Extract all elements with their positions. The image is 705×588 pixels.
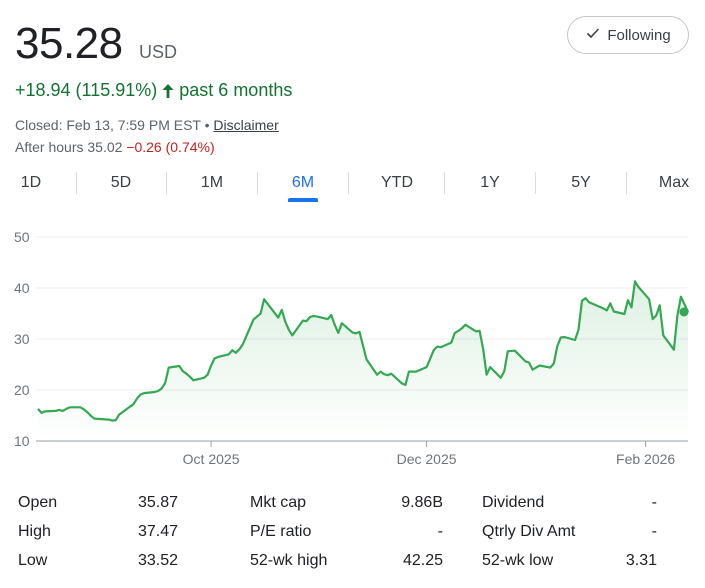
tab-1m[interactable]: 1M bbox=[200, 174, 224, 191]
x-tick-label: Dec 2025 bbox=[397, 451, 457, 467]
following-label: Following bbox=[607, 26, 671, 44]
stats-row: High 37.47 P/E ratio - Qtrly Div Amt - bbox=[0, 523, 705, 547]
tab-divider bbox=[76, 172, 77, 194]
tab-divider bbox=[626, 172, 627, 194]
stat-value: 35.87 bbox=[137, 494, 178, 511]
stat-value: 33.52 bbox=[137, 552, 178, 569]
active-tab-indicator bbox=[288, 198, 318, 202]
tab-1d[interactable]: 1D bbox=[20, 174, 42, 191]
y-tick-label: 10 bbox=[14, 433, 30, 449]
closed-time: Closed: Feb 13, 7:59 PM EST • bbox=[15, 117, 210, 133]
price-area bbox=[38, 281, 688, 441]
tab-5y[interactable]: 5Y bbox=[571, 174, 591, 191]
tab-5d[interactable]: 5D bbox=[110, 174, 132, 191]
stat-label: Low bbox=[18, 552, 48, 569]
price-line bbox=[37, 280, 690, 422]
stats-row: Low 33.52 52-wk high 42.25 52-wk low 3.3… bbox=[0, 552, 705, 576]
price-chart[interactable]: 10 20 30 40 50 Oct 2025 Dec 2025 Feb 2026 bbox=[0, 220, 705, 475]
stat-label: High bbox=[18, 523, 51, 540]
tab-divider bbox=[257, 172, 258, 194]
tab-divider bbox=[535, 172, 536, 194]
y-tick-label: 20 bbox=[14, 382, 30, 398]
stat-value: 9.86B bbox=[401, 494, 443, 511]
last-price-marker bbox=[679, 307, 689, 317]
tab-max[interactable]: Max bbox=[658, 174, 690, 191]
tab-divider bbox=[166, 172, 167, 194]
y-tick-label: 50 bbox=[14, 229, 30, 245]
stat-value: 3.31 bbox=[625, 552, 657, 569]
tab-divider bbox=[348, 172, 349, 194]
stat-value: 42.25 bbox=[402, 552, 443, 569]
after-hours: After hours 35.02 −0.26 (0.74%) bbox=[15, 139, 215, 155]
x-tick-label: Feb 2026 bbox=[616, 451, 675, 467]
stat-label: 52-wk high bbox=[250, 552, 328, 569]
price-change: +18.94 (115.91%) past 6 months bbox=[15, 80, 292, 101]
arrow-up-icon bbox=[161, 83, 175, 99]
market-status: Closed: Feb 13, 7:59 PM EST • Disclaimer bbox=[15, 117, 279, 133]
currency-label: USD bbox=[139, 42, 178, 62]
stat-value: - bbox=[651, 494, 657, 511]
change-period: past 6 months bbox=[179, 80, 293, 100]
stat-value: - bbox=[651, 523, 657, 540]
disclaimer-link[interactable]: Disclaimer bbox=[213, 117, 279, 133]
tab-6m[interactable]: 6M bbox=[259, 170, 347, 204]
stat-value: 37.47 bbox=[137, 523, 178, 540]
current-price: 35.28 bbox=[15, 19, 123, 68]
change-value: +18.94 (115.91%) bbox=[15, 80, 158, 100]
tab-divider bbox=[444, 172, 445, 194]
stat-label: Mkt cap bbox=[250, 494, 307, 511]
stat-label: P/E ratio bbox=[250, 523, 312, 540]
stat-label: Qtrly Div Amt bbox=[482, 523, 576, 540]
y-tick-label: 30 bbox=[14, 331, 30, 347]
y-tick-label: 40 bbox=[14, 280, 30, 296]
stat-label: Dividend bbox=[482, 494, 545, 511]
stats-row: Open 35.87 Mkt cap 9.86B Dividend - bbox=[0, 494, 705, 518]
stat-label: Open bbox=[18, 494, 58, 511]
tab-1y[interactable]: 1Y bbox=[480, 174, 500, 191]
stat-label: 52-wk low bbox=[482, 552, 554, 569]
x-tick-label: Oct 2025 bbox=[183, 451, 240, 467]
stat-value: - bbox=[437, 523, 443, 540]
following-button[interactable]: Following bbox=[567, 16, 689, 54]
after-hours-price: After hours 35.02 bbox=[15, 139, 123, 155]
check-icon bbox=[585, 25, 601, 45]
tab-ytd[interactable]: YTD bbox=[381, 174, 413, 191]
range-tabs: 1D 5D 1M 6M YTD 1Y 5Y Max bbox=[0, 170, 705, 206]
after-hours-change: −0.26 (0.74%) bbox=[126, 139, 215, 155]
